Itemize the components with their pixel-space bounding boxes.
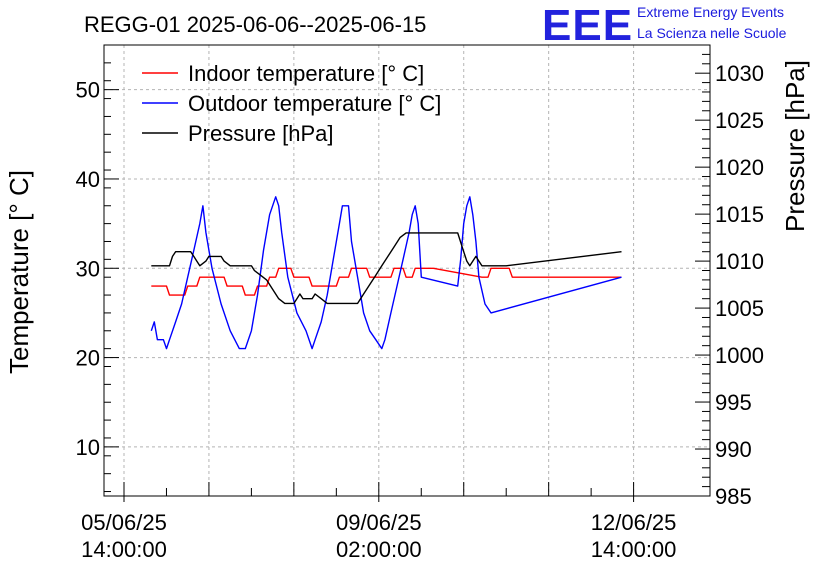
chart-title: REGG-01 2025-06-06--2025-06-15 bbox=[84, 12, 426, 37]
y-right-tick-label: 1030 bbox=[715, 61, 764, 86]
eee-logo-line1: Extreme Energy Events bbox=[637, 4, 784, 20]
y-left-tick-label: 30 bbox=[76, 256, 100, 281]
y-right-tick-label: 1000 bbox=[715, 343, 764, 368]
plot-frame bbox=[103, 44, 711, 497]
y-left-tick-label: 40 bbox=[76, 167, 100, 192]
y-axis-left-title: Temperature [° C] bbox=[4, 170, 34, 374]
x-tick-label-time: 02:00:00 bbox=[336, 537, 422, 562]
y-right-tick-label: 1005 bbox=[715, 296, 764, 321]
legend: Indoor temperature [° C] Outdoor tempera… bbox=[142, 61, 441, 146]
axes: 05/06/2514:00:0009/06/2502:00:0012/06/25… bbox=[76, 44, 764, 562]
series-line-pressure bbox=[151, 232, 622, 305]
y-right-tick-label: 1010 bbox=[715, 249, 764, 274]
y-right-tick-label: 990 bbox=[715, 437, 752, 462]
eee-logo: EEE Extreme Energy Events La Scienza nel… bbox=[542, 1, 787, 50]
x-tick-label-date: 09/06/25 bbox=[336, 510, 422, 535]
x-tick-label-date: 05/06/25 bbox=[81, 510, 167, 535]
legend-label-indoor: Indoor temperature [° C] bbox=[188, 61, 424, 86]
y-right-tick-label: 1025 bbox=[715, 108, 764, 133]
x-tick-label-date: 12/06/25 bbox=[591, 510, 677, 535]
series-line-indoor-temperature bbox=[151, 267, 622, 296]
y-right-tick-label: 1015 bbox=[715, 202, 764, 227]
y-right-tick-label: 985 bbox=[715, 484, 752, 509]
legend-label-outdoor: Outdoor temperature [° C] bbox=[188, 91, 441, 116]
y-left-tick-label: 20 bbox=[76, 346, 100, 371]
legend-label-pressure: Pressure [hPa] bbox=[188, 121, 334, 146]
y-axis-right-title: Pressure [hPa] bbox=[780, 60, 810, 232]
y-left-tick-label: 10 bbox=[76, 435, 100, 460]
series-line-outdoor-temperature bbox=[150, 196, 622, 350]
x-tick-label-time: 14:00:00 bbox=[591, 537, 677, 562]
x-tick-label-time: 14:00:00 bbox=[81, 537, 167, 562]
y-right-tick-label: 995 bbox=[715, 390, 752, 415]
grid bbox=[104, 45, 710, 496]
series-layer bbox=[150, 196, 622, 350]
eee-logo-line2: La Scienza nelle Scuole bbox=[637, 25, 787, 41]
eee-logo-mark: EEE bbox=[542, 1, 633, 50]
y-left-tick-label: 50 bbox=[76, 78, 100, 103]
y-right-tick-label: 1020 bbox=[715, 155, 764, 180]
